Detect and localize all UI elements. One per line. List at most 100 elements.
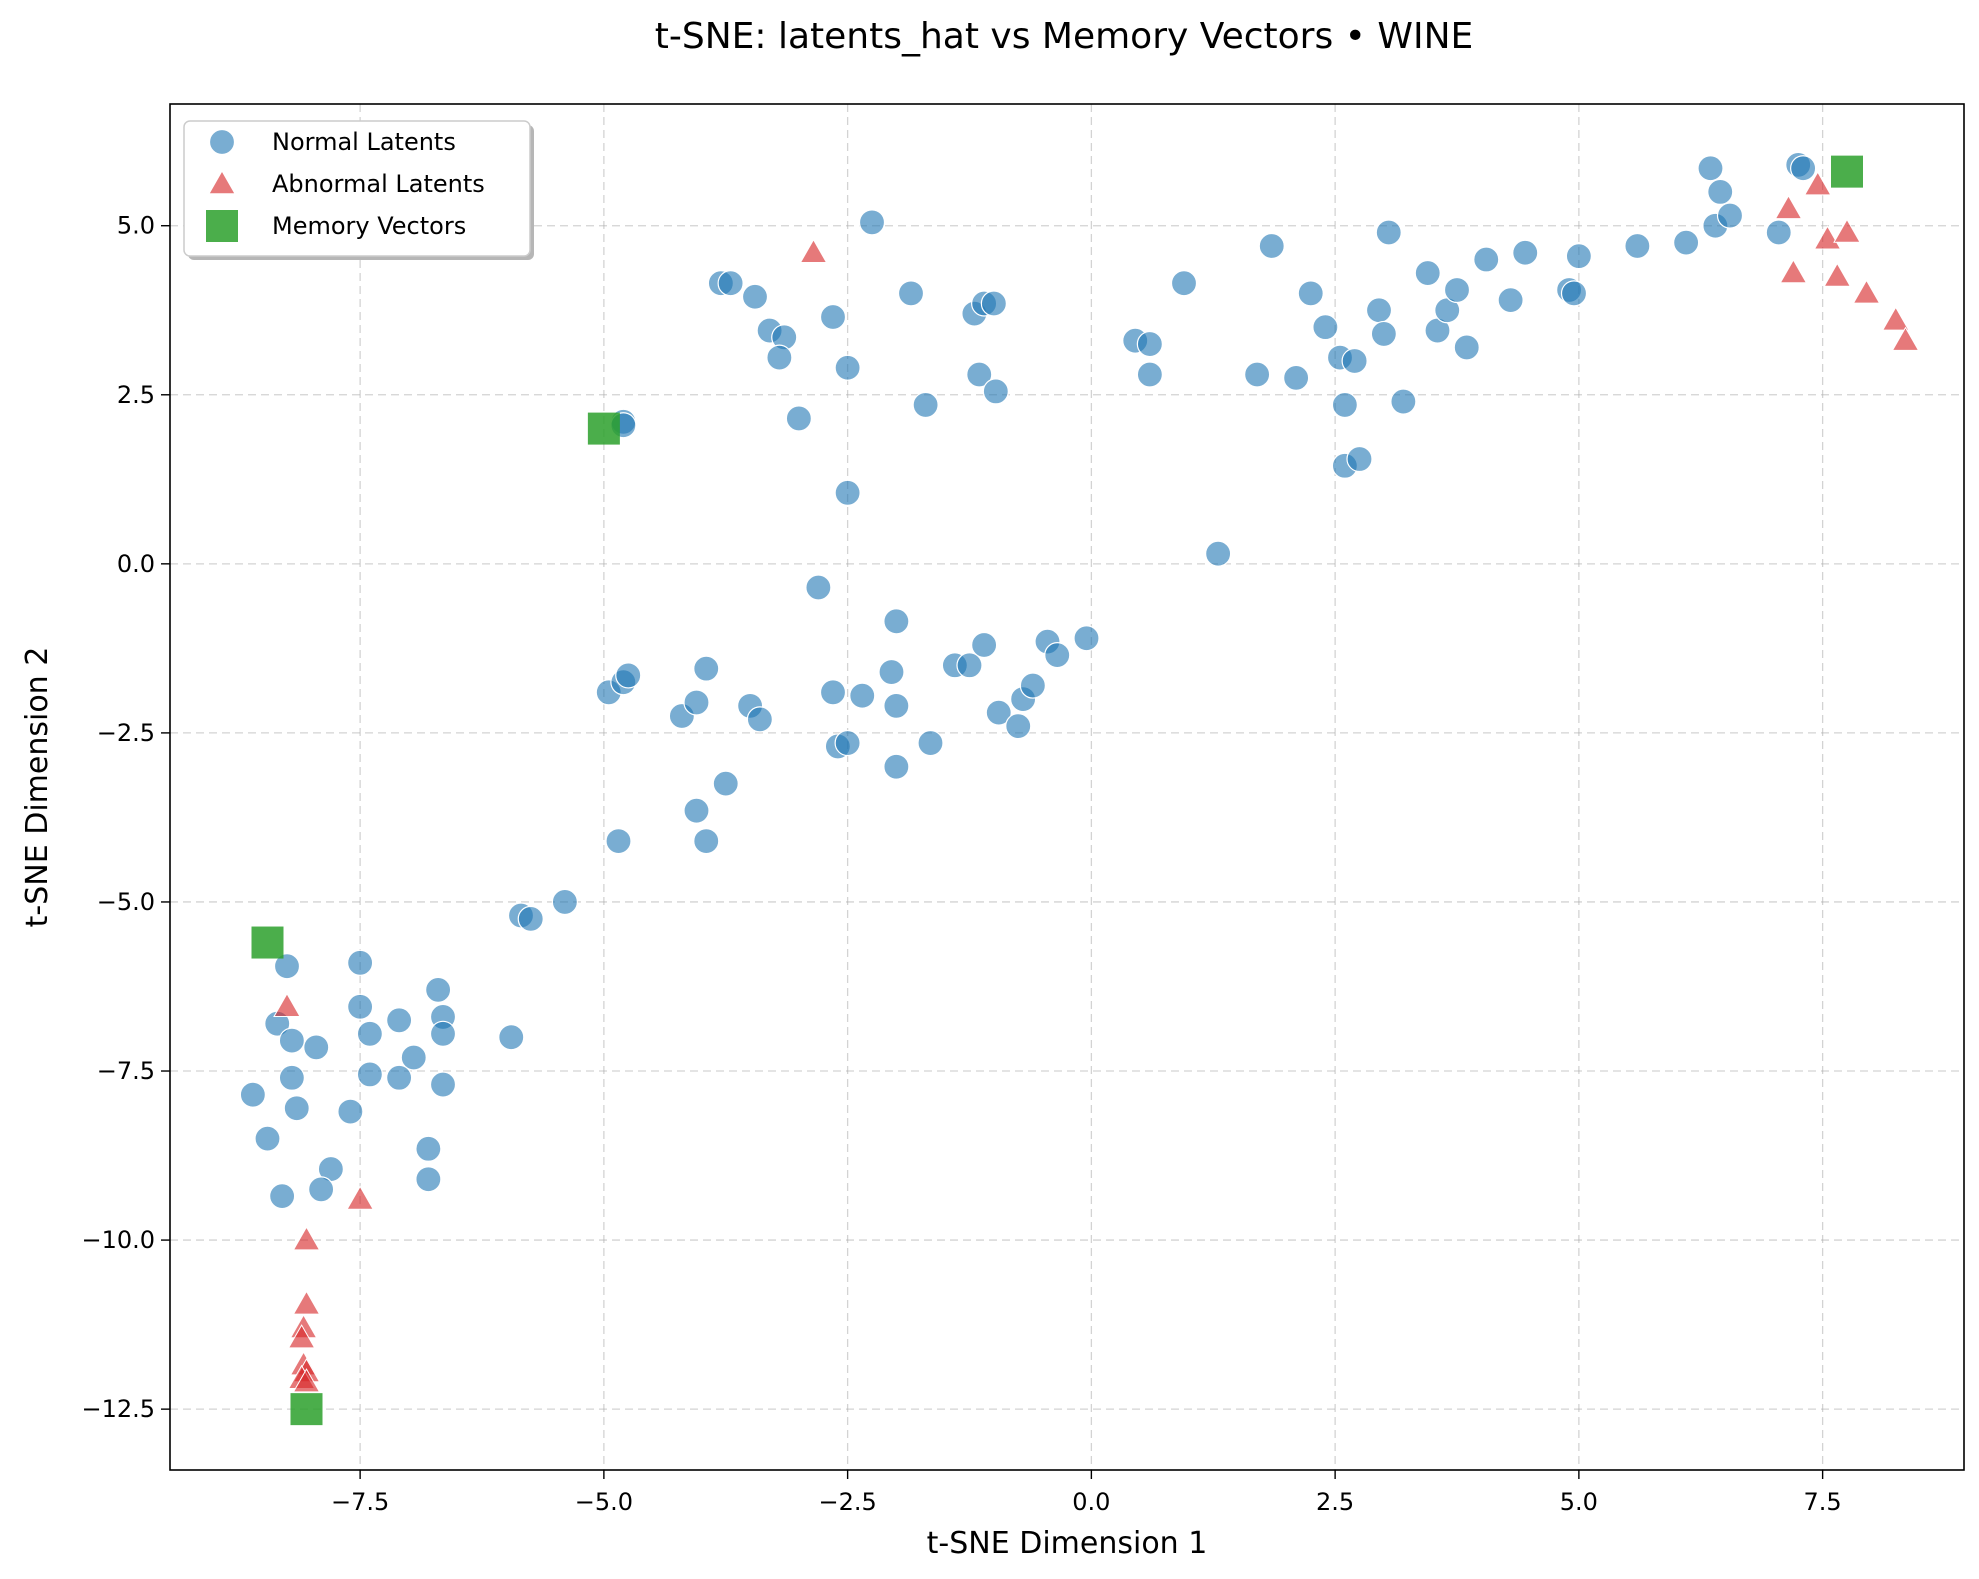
x-axis-ticks: −7.5 −5.0 −2.5 0.0 2.5 5.0 7.5 — [331, 1470, 1842, 1516]
circle-point — [956, 652, 983, 679]
circle-point — [1414, 259, 1441, 287]
circle-point — [415, 1135, 442, 1162]
circle-point — [551, 888, 578, 916]
circle-point — [858, 209, 886, 236]
circle-point — [746, 706, 773, 733]
circle-point — [1170, 270, 1198, 297]
circle-point — [400, 1044, 427, 1071]
circle-point — [683, 797, 710, 824]
circle-point — [693, 827, 720, 855]
circle-point — [1512, 239, 1539, 266]
triangle-point — [1774, 194, 1803, 220]
circle-point — [337, 1098, 364, 1125]
circle-point — [1136, 330, 1163, 358]
circle-point — [819, 679, 847, 706]
circle-point — [429, 1071, 457, 1098]
circle-point — [269, 1183, 296, 1210]
square-point — [251, 926, 284, 959]
circle-point — [1370, 320, 1397, 348]
circle-point — [1297, 280, 1324, 307]
circle-point — [712, 770, 739, 797]
y-tick-label: −7.5 — [97, 1057, 155, 1085]
x-tick-label: 0.0 — [1072, 1488, 1110, 1516]
y-tick-label: −5.0 — [97, 888, 155, 916]
triangle-point — [292, 1368, 321, 1393]
x-tick-label: 7.5 — [1804, 1488, 1842, 1516]
circle-point — [1365, 297, 1393, 324]
circle-point — [849, 682, 876, 709]
circle-point — [415, 1166, 442, 1193]
circle-point — [347, 993, 374, 1020]
circle-point — [971, 631, 998, 659]
circle-point — [1073, 625, 1100, 652]
circle-point — [982, 378, 1009, 405]
circle-point — [1283, 364, 1310, 391]
legend-label: Normal Latents — [272, 128, 456, 156]
circle-point — [1790, 155, 1817, 182]
square-point — [1831, 155, 1863, 188]
legend-circle-icon — [208, 128, 236, 156]
circle-point — [1697, 155, 1724, 182]
circle-point — [615, 662, 642, 689]
circle-point — [1765, 219, 1792, 246]
circle-point — [819, 303, 847, 331]
y-axis-ticks: 5.0 2.5 0.0 −2.5 −5.0 −7.5 −10.0 −12.5 — [81, 212, 170, 1423]
circle-point — [1244, 361, 1271, 388]
circle-point — [1473, 246, 1500, 273]
circle-point — [883, 753, 910, 780]
circle-point — [834, 354, 861, 381]
circle-point — [785, 405, 812, 432]
square-point — [587, 412, 620, 445]
x-tick-label: −5.0 — [575, 1488, 633, 1516]
square-point — [290, 1393, 323, 1426]
circle-point — [517, 905, 544, 932]
circle-point — [805, 574, 832, 601]
circle-point — [386, 1007, 413, 1034]
legend-box — [183, 120, 531, 257]
y-tick-label: −12.5 — [81, 1395, 155, 1423]
y-tick-label: 5.0 — [117, 212, 155, 240]
triangle-point — [292, 1226, 321, 1251]
circle-point — [1673, 229, 1700, 256]
circle-point — [1341, 347, 1368, 375]
circle-point — [683, 689, 710, 716]
circle-point — [1019, 672, 1046, 699]
circle-point — [278, 1027, 305, 1054]
data-points — [239, 151, 1920, 1426]
circle-point — [239, 1081, 266, 1108]
circle-point — [1716, 202, 1744, 229]
circle-point — [1390, 388, 1417, 415]
circle-point — [347, 949, 374, 976]
circle-point — [1453, 334, 1480, 361]
circle-point — [605, 827, 632, 855]
plot-frame — [169, 103, 1965, 1471]
circle-point — [912, 391, 939, 419]
triangle-point — [292, 1290, 321, 1315]
y-tick-label: 2.5 — [117, 381, 155, 409]
circle-point — [966, 361, 993, 388]
y-tick-label: −10.0 — [81, 1226, 155, 1254]
circle-point — [883, 692, 910, 719]
chart-title: t-SNE: latents_hat vs Memory Vectors • W… — [655, 16, 1474, 57]
triangle-point — [1813, 225, 1842, 250]
circle-point — [278, 1064, 305, 1091]
triangle-point — [1881, 306, 1910, 331]
triangle-point — [1833, 218, 1861, 243]
x-tick-label: −7.5 — [331, 1488, 389, 1516]
grid-lines — [170, 104, 1964, 1470]
legend-label: Abnormal Latents — [272, 170, 485, 198]
legend-square-icon — [206, 210, 238, 242]
triangle-point — [799, 238, 828, 264]
circle-point — [1044, 642, 1071, 669]
x-tick-label: −2.5 — [818, 1488, 876, 1516]
circle-point — [273, 953, 301, 980]
legend: Normal Latents Abnormal Latents Memory Vec… — [183, 120, 534, 260]
circle-point — [1624, 232, 1651, 260]
triangle-point — [1823, 262, 1852, 287]
circle-point — [1258, 232, 1285, 260]
circle-point — [1136, 361, 1163, 388]
x-tick-label: 2.5 — [1316, 1488, 1354, 1516]
circle-point — [1560, 280, 1588, 307]
circle-point — [897, 280, 925, 307]
